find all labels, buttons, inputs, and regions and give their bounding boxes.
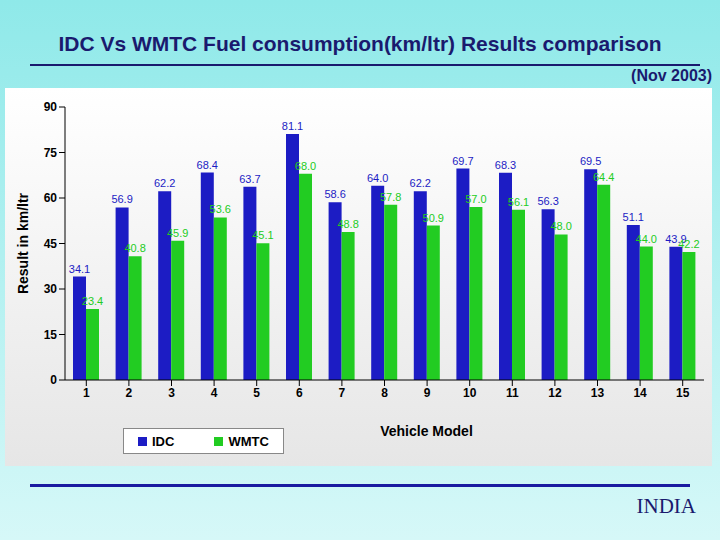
svg-text:69.5: 69.5: [580, 155, 601, 167]
svg-text:9: 9: [424, 386, 431, 400]
svg-text:45: 45: [44, 237, 58, 251]
svg-text:62.2: 62.2: [410, 177, 431, 189]
svg-text:13: 13: [591, 386, 605, 400]
svg-text:58.6: 58.6: [324, 188, 345, 200]
svg-text:56.1: 56.1: [508, 196, 529, 208]
svg-text:15: 15: [44, 328, 58, 342]
svg-text:3: 3: [168, 386, 175, 400]
svg-text:63.7: 63.7: [239, 173, 260, 185]
svg-text:90: 90: [44, 100, 58, 114]
svg-text:68.0: 68.0: [295, 160, 316, 172]
html-text:WMTC: WMTC: [228, 433, 269, 449]
svg-text:56.9: 56.9: [111, 193, 132, 205]
svg-text:81.1: 81.1: [282, 120, 303, 132]
svg-text:45.1: 45.1: [252, 229, 273, 241]
svg-text:43.9: 43.9: [665, 232, 687, 245]
svg-text:5: 5: [253, 386, 260, 400]
svg-text:50.9: 50.9: [423, 212, 444, 224]
svg-text:60: 60: [44, 191, 58, 205]
html-text:IDC Vs WMTC Fuel consumption(k: IDC Vs WMTC Fuel consumption(km/ltr) Res…: [58, 32, 662, 55]
svg-text:14: 14: [633, 386, 647, 400]
svg-text:6: 6: [296, 386, 303, 400]
svg-text:53.6: 53.6: [210, 203, 231, 215]
svg-text:48.0: 48.0: [550, 220, 571, 232]
svg-text:68.3: 68.3: [495, 159, 516, 171]
svg-text:23.4: 23.4: [82, 295, 103, 307]
svg-text:30: 30: [44, 282, 58, 296]
html-text:INDIA: INDIA: [636, 494, 696, 518]
svg-text:40.8: 40.8: [124, 242, 145, 254]
svg-text:69.7: 69.7: [452, 155, 473, 167]
svg-text:62.2: 62.2: [154, 177, 175, 189]
svg-text:56.3: 56.3: [537, 195, 558, 207]
svg-text:44.0: 44.0: [636, 233, 657, 245]
svg-text:57.8: 57.8: [380, 191, 401, 203]
svg-text:64.0: 64.0: [367, 172, 388, 184]
svg-text:68.4: 68.4: [197, 159, 218, 171]
html-text:(Nov 2003): (Nov 2003): [631, 67, 712, 84]
svg-text:64.4: 64.4: [593, 171, 614, 183]
svg-text:10: 10: [463, 386, 477, 400]
svg-text:8: 8: [381, 386, 388, 400]
svg-text:15: 15: [676, 386, 690, 400]
svg-text:11: 11: [506, 386, 519, 400]
html-text:IDC: IDC: [152, 433, 175, 449]
svg-text:51.1: 51.1: [623, 211, 644, 223]
svg-text:Vehicle Model: Vehicle Model: [380, 423, 473, 439]
svg-text:Result in km/ltr: Result in km/ltr: [15, 192, 31, 294]
svg-text:48.8: 48.8: [337, 218, 358, 230]
svg-text:1: 1: [83, 386, 90, 400]
svg-text:42.2: 42.2: [678, 238, 699, 250]
svg-text:0: 0: [50, 373, 57, 387]
svg-text:75: 75: [44, 146, 58, 160]
svg-text:7: 7: [339, 386, 346, 400]
svg-text:57.0: 57.0: [465, 193, 486, 205]
svg-text:34.1: 34.1: [69, 263, 90, 275]
svg-text:12: 12: [548, 386, 562, 400]
svg-text:45.9: 45.9: [167, 227, 188, 239]
svg-text:2: 2: [126, 386, 133, 400]
svg-text:4: 4: [211, 386, 218, 400]
